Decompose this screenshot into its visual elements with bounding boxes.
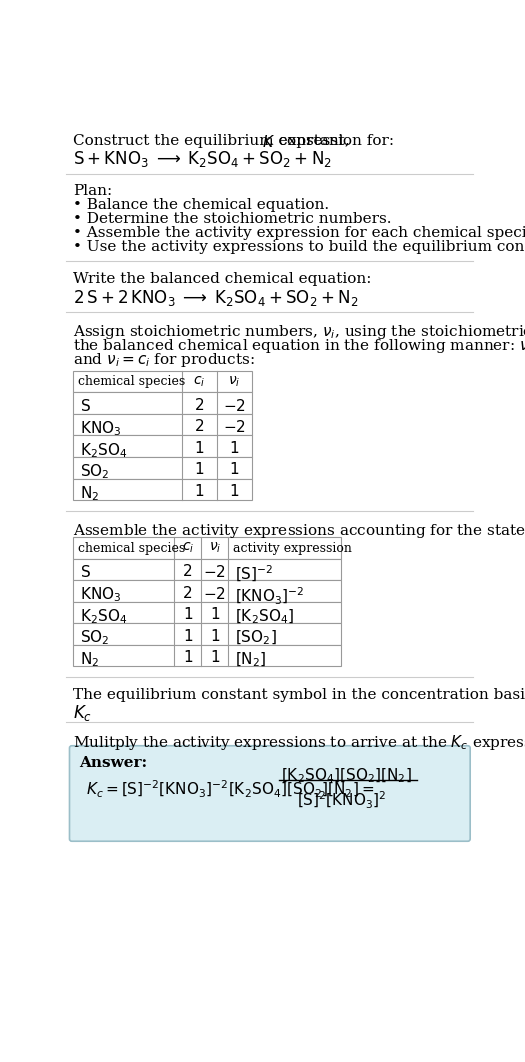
Text: Answer:: Answer: [80,756,148,770]
Text: $\mathregular{N_2}$: $\mathregular{N_2}$ [80,650,99,669]
Text: Assemble the activity expressions accounting for the state of matter and $\nu_i$: Assemble the activity expressions accoun… [74,521,525,539]
Text: $\mathregular{K_2SO_4}$: $\mathregular{K_2SO_4}$ [80,607,127,626]
Bar [74,371,251,392]
Text: $\mathregular{S + KNO_3 \;{\longrightarrow}\; K_2SO_4 + SO_2 + N_2}$: $\mathregular{S + KNO_3 \;{\longrightarr… [74,149,332,169]
Text: $\mathregular{S}$: $\mathregular{S}$ [80,397,90,414]
Text: $-2$: $-2$ [223,419,246,435]
Text: • Assemble the activity expression for each chemical species.: • Assemble the activity expression for e… [74,226,525,240]
Text: 1: 1 [229,462,239,478]
Bar [74,559,341,580]
Text: $\nu_i$: $\nu_i$ [228,375,240,389]
Text: 2: 2 [183,585,193,601]
Text: 2: 2 [194,397,204,413]
Text: $\mathregular{[KNO_3]^{-2}}$: $\mathregular{[KNO_3]^{-2}}$ [235,585,304,606]
Text: $c_i$: $c_i$ [193,375,205,389]
Text: 1: 1 [210,607,219,622]
Bar [74,537,341,559]
Text: $[\mathrm{S}]^2[\mathrm{KNO_3}]^2$: $[\mathrm{S}]^2[\mathrm{KNO_3}]^2$ [297,790,386,810]
Bar [74,580,341,602]
Text: $K_c = [\mathrm{S}]^{-2}[\mathrm{KNO_3}]^{-2}[\mathrm{K_2SO_4}][\mathrm{SO_2}][\: $K_c = [\mathrm{S}]^{-2}[\mathrm{KNO_3}]… [86,778,374,800]
Text: $\mathregular{[SO_2]}$: $\mathregular{[SO_2]}$ [235,629,276,647]
Text: $-2$: $-2$ [223,397,246,414]
Text: Assign stoichiometric numbers, $\nu_i$, using the stoichiometric coefficients, $: Assign stoichiometric numbers, $\nu_i$, … [74,323,525,341]
Text: $-2$: $-2$ [203,585,226,601]
Text: $\mathregular{K_2SO_4}$: $\mathregular{K_2SO_4}$ [80,441,127,460]
Text: 1: 1 [194,462,204,478]
Text: , expression for:: , expression for: [269,134,394,148]
Bar [74,479,251,500]
Text: $\mathregular{2\,S + 2\,KNO_3 \;{\longrightarrow}\; K_2SO_4 + SO_2 + N_2}$: $\mathregular{2\,S + 2\,KNO_3 \;{\longri… [74,288,359,308]
Text: $\mathregular{SO_2}$: $\mathregular{SO_2}$ [80,462,109,481]
Text: 1: 1 [210,629,219,644]
Text: $\mathregular{KNO_3}$: $\mathregular{KNO_3}$ [80,585,121,604]
FancyBboxPatch shape [69,746,470,841]
Text: 1: 1 [183,607,193,622]
Text: $\mathregular{[K_2SO_4]}$: $\mathregular{[K_2SO_4]}$ [235,607,293,626]
Text: $\mathregular{KNO_3}$: $\mathregular{KNO_3}$ [80,419,121,438]
Text: and $\nu_i = c_i$ for products:: and $\nu_i = c_i$ for products: [74,350,255,369]
Bar [74,457,251,479]
Text: 1: 1 [229,441,239,456]
Text: $\nu_i$: $\nu_i$ [208,541,221,555]
Text: chemical species: chemical species [78,375,185,389]
Text: $\mathregular{SO_2}$: $\mathregular{SO_2}$ [80,629,109,648]
Text: 2: 2 [183,564,193,579]
Text: $\mathregular{N_2}$: $\mathregular{N_2}$ [80,484,99,502]
Text: activity expression: activity expression [233,542,352,554]
Text: $c_i$: $c_i$ [182,541,194,555]
Text: • Balance the chemical equation.: • Balance the chemical equation. [74,199,330,212]
Text: 1: 1 [194,484,204,499]
Bar [74,623,341,645]
Text: $\mathregular{[N_2]}$: $\mathregular{[N_2]}$ [235,650,266,669]
Text: 1: 1 [183,650,193,665]
Bar [74,645,341,667]
Text: 1: 1 [194,441,204,456]
Text: $\mathregular{S}$: $\mathregular{S}$ [80,564,90,580]
Text: $\mathregular{[S]^{-2}}$: $\mathregular{[S]^{-2}}$ [235,564,273,584]
Text: Plan:: Plan: [74,185,113,199]
Text: chemical species: chemical species [78,542,185,554]
Text: the balanced chemical equation in the following manner: $\nu_i = -c_i$ for react: the balanced chemical equation in the fo… [74,337,525,355]
Text: $K$: $K$ [261,134,275,150]
Text: $K_c$: $K_c$ [74,703,92,723]
Text: $[\mathrm{K_2SO_4}][\mathrm{SO_2}][\mathrm{N_2}]$: $[\mathrm{K_2SO_4}][\mathrm{SO_2}][\math… [281,767,412,785]
Text: Construct the equilibrium constant,: Construct the equilibrium constant, [74,134,355,148]
Text: • Determine the stoichiometric numbers.: • Determine the stoichiometric numbers. [74,212,392,226]
Text: $-2$: $-2$ [203,564,226,580]
Text: • Use the activity expressions to build the equilibrium constant expression.: • Use the activity expressions to build … [74,240,525,254]
Bar [74,414,251,435]
Text: 1: 1 [210,650,219,665]
Text: 1: 1 [183,629,193,644]
Text: The equilibrium constant symbol in the concentration basis is:: The equilibrium constant symbol in the c… [74,688,525,702]
Text: Write the balanced chemical equation:: Write the balanced chemical equation: [74,272,372,286]
Bar [74,435,251,457]
Text: Mulitply the activity expressions to arrive at the $K_c$ expression:: Mulitply the activity expressions to arr… [74,733,525,752]
Text: 2: 2 [194,419,204,434]
Bar [74,602,341,623]
Bar [74,392,251,414]
Text: 1: 1 [229,484,239,499]
